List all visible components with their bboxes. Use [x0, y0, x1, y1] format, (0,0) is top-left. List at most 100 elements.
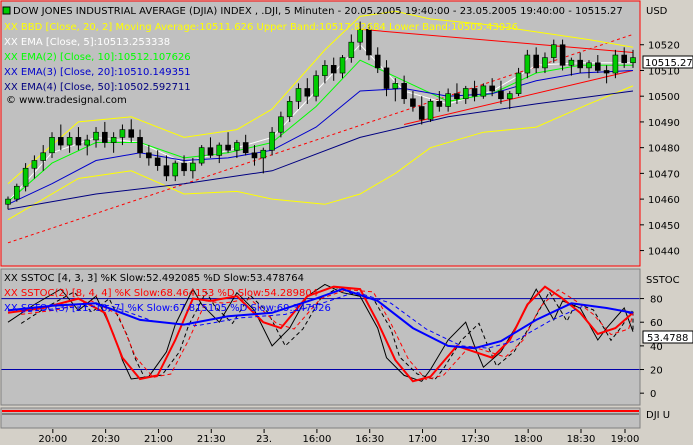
- price-y-tick-label: 10480: [648, 144, 680, 155]
- x-tick-label: 20:30: [91, 434, 120, 445]
- candle-body: [260, 149, 267, 159]
- candle-body: [119, 129, 126, 138]
- candle-body: [374, 54, 381, 69]
- stoch-line: [7, 288, 634, 350]
- stoch-unit-label: SSTOC: [646, 275, 680, 286]
- candle-body: [480, 85, 487, 97]
- candle-body: [383, 67, 390, 89]
- price-y-tick-label: 10520: [648, 41, 680, 52]
- candle-body: [216, 144, 223, 156]
- ema5-legend: XX EMA [Close, 5]:10513.253338: [4, 37, 170, 48]
- x-tick-label: 16:30: [355, 434, 384, 445]
- ema50-legend: XX EMA(4) [Close, 50]:10502.592711: [4, 82, 191, 93]
- chart-title: DOW JONES INDUSTRIAL AVERAGE (DJIA) INDE…: [13, 6, 623, 17]
- stoch-y-tick-label: 0: [650, 389, 656, 400]
- trendline: [7, 33, 634, 244]
- candle-body: [181, 162, 187, 172]
- candle-body: [172, 162, 179, 177]
- stoch-line: [7, 285, 634, 383]
- candle-body: [498, 90, 504, 100]
- candle-body: [251, 152, 258, 159]
- trendline: [360, 28, 634, 53]
- candle-body: [489, 85, 495, 92]
- candle-body: [339, 57, 346, 74]
- sstoc3-legend: XX SSTOC(3) [21, 10, 7] %K Slow:67.81510…: [4, 303, 331, 314]
- sstoc-legend: XX SSTOC [4, 3, 3] %K Slow:52.492085 %D …: [4, 273, 304, 284]
- price-y-tick-label: 10500: [648, 92, 680, 103]
- price-y-tick-label: 10440: [648, 247, 680, 258]
- bottom-mini-panel: [0, 407, 641, 429]
- candle-body: [84, 139, 91, 146]
- stoch-d-line: [21, 291, 634, 349]
- stoch-panel-frame: [0, 268, 641, 406]
- candle-body: [110, 137, 117, 143]
- stoch-y-tick-label: 60: [650, 318, 663, 329]
- indicator-lines: [7, 10, 634, 221]
- legend-swatch: [2, 6, 11, 15]
- candle-body: [586, 62, 592, 69]
- candles: [5, 21, 636, 210]
- candle-body: [5, 198, 11, 205]
- candle-body: [154, 157, 161, 166]
- candle-body: [190, 162, 196, 172]
- price-y-axis: 10440 10450 10460 10470 10480 10490 10500 10510…: [640, 41, 680, 258]
- candle-body: [66, 137, 73, 146]
- candle-body: [418, 106, 425, 120]
- candle-body: [286, 101, 293, 118]
- candle-body: [295, 88, 302, 102]
- candle-body: [31, 160, 38, 169]
- candle-body: [198, 147, 205, 164]
- x-tick-label: 17:00: [408, 434, 437, 445]
- candle-body: [234, 142, 240, 151]
- ema-line: [7, 59, 633, 203]
- source-text: © www.tradesignal.com: [6, 95, 127, 106]
- ema-line: [7, 90, 634, 210]
- candle-body: [49, 137, 55, 154]
- candle-body: [58, 137, 64, 146]
- candle-body: [568, 59, 575, 66]
- candle-body: [313, 75, 319, 97]
- candle-body: [93, 131, 99, 141]
- bb-lower-line: [7, 85, 634, 221]
- price-y-tick-label: 10460: [648, 195, 680, 206]
- x-tick-label: 19:00: [611, 434, 640, 445]
- x-tick-label: 17:30: [461, 434, 490, 445]
- price-y-tick-label: 10490: [648, 118, 680, 129]
- stoch-y-tick-label: 80: [650, 295, 663, 306]
- x-tick-label: 20:00: [38, 434, 67, 445]
- candle-body: [348, 41, 355, 58]
- candle-body: [242, 142, 249, 154]
- candle-body: [630, 57, 636, 64]
- last-stoch-label: 53.4788: [647, 333, 688, 344]
- candle-body: [621, 54, 627, 64]
- x-axis: 20:00 20:30 21:00 21:30 23. 16:00 16:30 17:00 17…: [38, 429, 639, 445]
- candle-body: [392, 83, 399, 89]
- candle-body: [322, 65, 328, 76]
- last-price-box: [642, 55, 693, 69]
- candle-body: [22, 167, 29, 187]
- candle-body: [137, 137, 143, 154]
- candle-body: [146, 152, 152, 159]
- candle-body: [577, 59, 583, 69]
- trendline: [403, 70, 634, 125]
- candle-body: [515, 72, 522, 94]
- candle-body: [14, 185, 20, 200]
- ema10-legend: XX EMA(2) [Close, 10]:10512.107626: [4, 52, 191, 63]
- candle-body: [269, 131, 275, 151]
- bb-upper-line: [7, 10, 634, 185]
- x-tick-label: 18:00: [514, 434, 543, 445]
- price-y-tick-label: 10510: [648, 66, 680, 77]
- candle-body: [550, 44, 557, 58]
- x-tick-label: 23.: [256, 434, 272, 445]
- candle-body: [304, 88, 311, 97]
- x-tick-label: 21:30: [197, 434, 226, 445]
- x-tick-label: 21:00: [144, 434, 173, 445]
- candle-body: [436, 101, 443, 107]
- candle-body: [401, 83, 407, 100]
- stoch-y-tick-label: 20: [650, 366, 663, 377]
- price-y-tick-label: 10470: [648, 169, 680, 180]
- last-price-label: 10515.27: [645, 58, 693, 69]
- candle-body: [40, 152, 47, 161]
- candle-body: [225, 144, 231, 151]
